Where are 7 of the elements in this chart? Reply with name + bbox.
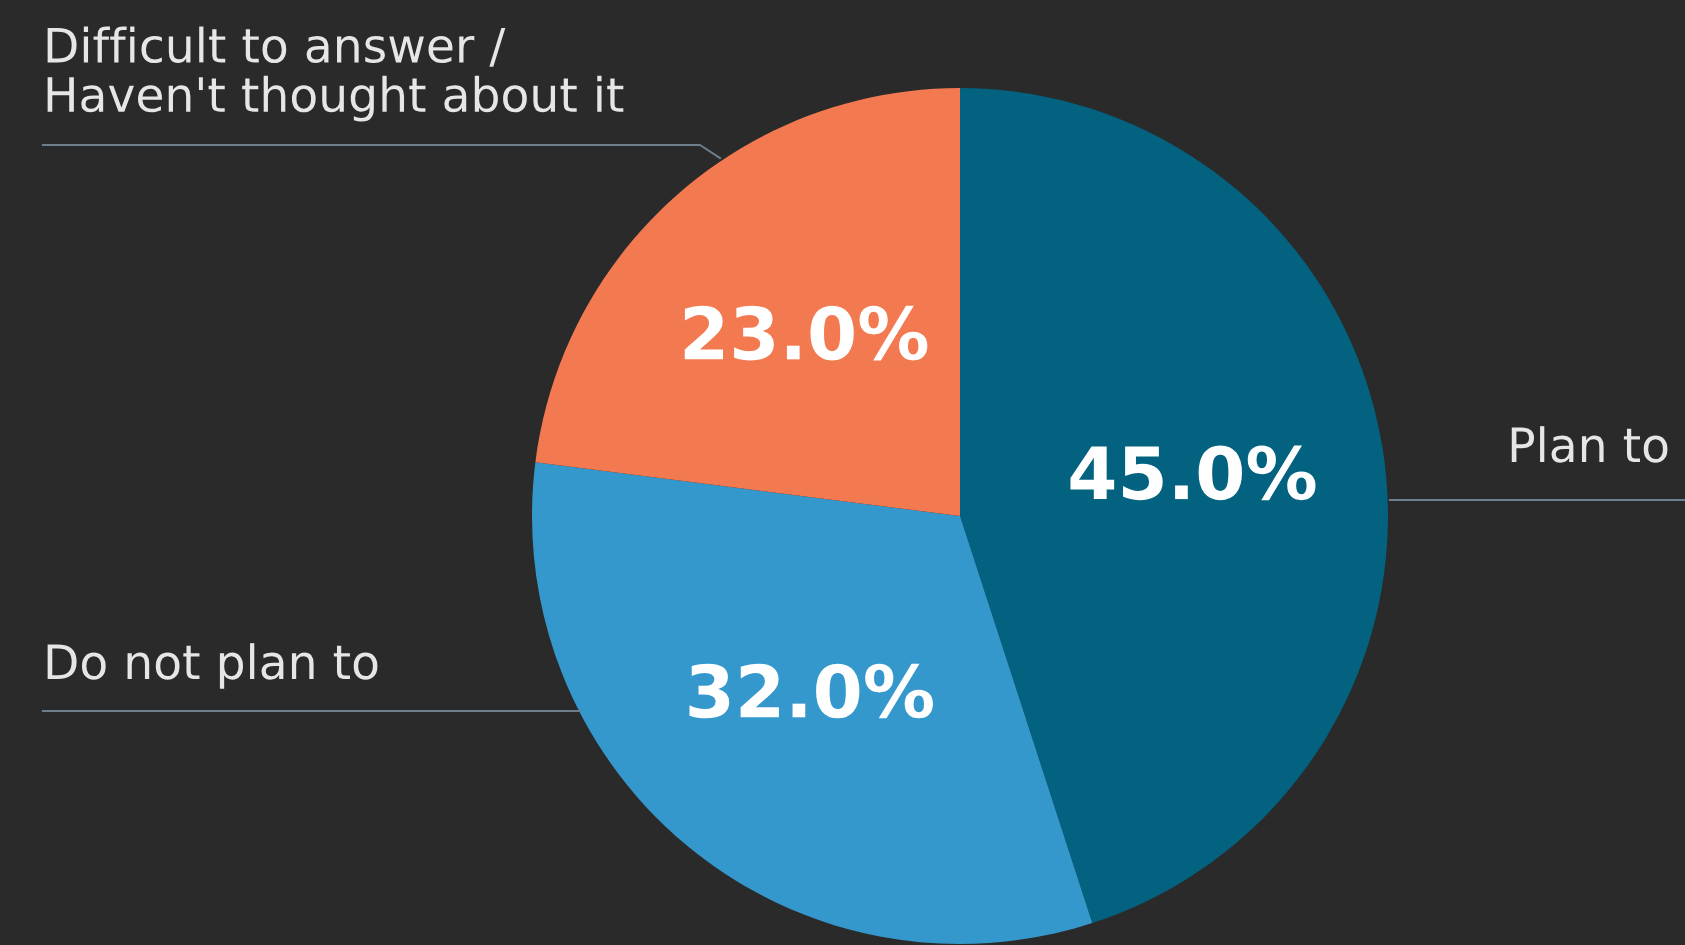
data-label: 45.0% [1070,445,1316,501]
slice-label: Do not plan to [47,643,378,689]
slice-label: Plan to [1511,426,1668,463]
data-label: 23.0% [684,305,928,361]
slice-label: Difficult to answer / Haven't thought about it [47,26,624,122]
pie-slice [960,88,1388,924]
data-label: 32.0% [689,663,933,719]
